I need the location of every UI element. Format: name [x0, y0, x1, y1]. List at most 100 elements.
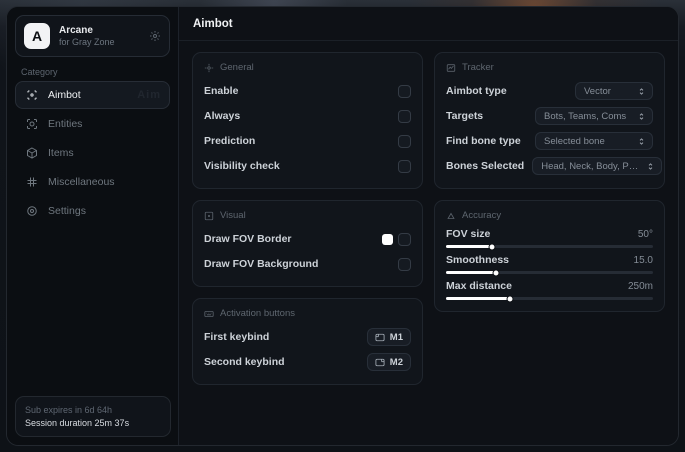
image-icon — [204, 211, 214, 221]
row-label: Draw FOV Border — [204, 233, 292, 245]
slider-label: FOV size — [446, 228, 491, 240]
row-label: Always — [204, 110, 241, 122]
fov-border-color-swatch[interactable] — [382, 233, 393, 245]
row-control — [398, 109, 411, 123]
always-checkbox[interactable] — [398, 109, 411, 123]
prediction-checkbox[interactable] — [398, 134, 411, 148]
row-label: Prediction — [204, 135, 256, 147]
tracker-card-title: Tracker — [462, 62, 494, 73]
slider-fill — [446, 245, 492, 248]
enable-checkbox[interactable] — [398, 84, 411, 98]
sidebar-item-miscellaneous[interactable]: Miscellaneous — [15, 168, 170, 196]
left-column: General Enable Always — [192, 52, 423, 385]
mouse-left-icon — [375, 333, 385, 342]
crosshair-icon — [204, 63, 214, 73]
tracker-icon — [446, 63, 456, 73]
sidebar-item-entities[interactable]: Entities — [15, 110, 170, 138]
slider-knob[interactable] — [506, 295, 514, 302]
page-title: Aimbot — [179, 7, 678, 41]
row-control — [398, 84, 411, 98]
targets-dropdown[interactable]: Bots, Teams, Coms — [535, 107, 653, 125]
activation-card-header: Activation buttons — [204, 308, 411, 319]
right-column: Tracker Aimbot type Vector — [434, 52, 665, 312]
row-label: Aimbot type — [446, 85, 507, 97]
row-control — [398, 134, 411, 148]
box-icon — [25, 147, 38, 159]
slider-fill — [446, 297, 511, 300]
slider-smoothness: Smoothness 15.0 — [446, 254, 653, 276]
aimbot-type-value: Vector — [584, 85, 611, 97]
visibility-check-checkbox[interactable] — [398, 159, 411, 173]
slider-label: Smoothness — [446, 254, 510, 266]
row-label: Second keybind — [204, 356, 285, 368]
activation-buttons-card: Activation buttons First keybind — [192, 298, 423, 385]
chevron-updown-icon — [637, 137, 646, 146]
row-label: Draw FOV Background — [204, 258, 319, 270]
bones-selected-dropdown[interactable]: Head, Neck, Body, Pe.. — [532, 157, 663, 175]
row-draw-fov-background: Draw FOV Background — [204, 253, 411, 275]
sidebar-item-items[interactable]: Items — [15, 139, 170, 167]
row-enable: Enable — [204, 80, 411, 102]
row-control — [382, 232, 411, 246]
brand-card[interactable]: A Arcane for Gray Zone — [15, 15, 170, 57]
slider-fill — [446, 271, 496, 274]
find-bone-type-dropdown[interactable]: Selected bone — [535, 132, 653, 150]
visual-card-title: Visual — [220, 210, 246, 221]
smoothness-slider[interactable] — [446, 269, 653, 276]
session-duration-text: Session duration 25m 37s — [25, 418, 130, 428]
visual-card: Visual Draw FOV Border Draw FOV Backgrou… — [192, 200, 423, 287]
first-keybind-button[interactable]: M1 — [366, 328, 411, 346]
brand-subtitle: for Gray Zone — [59, 37, 115, 48]
slider-max-distance: Max distance 250m — [446, 280, 653, 302]
chevron-updown-icon — [637, 87, 646, 96]
sliders-icon — [25, 176, 38, 188]
row-prediction: Prediction — [204, 130, 411, 152]
slider-value: 250m — [627, 281, 653, 292]
slider-value: 15.0 — [633, 255, 653, 266]
row-targets: Targets Bots, Teams, Coms — [446, 105, 653, 127]
row-control — [398, 257, 411, 271]
gear-icon — [25, 205, 38, 217]
accuracy-card-header: Accuracy — [446, 210, 653, 221]
row-label: Targets — [446, 110, 484, 122]
category-label: Category — [21, 67, 58, 77]
triangle-icon — [446, 211, 456, 221]
tracker-card-header: Tracker — [446, 62, 653, 73]
gear-icon[interactable] — [149, 30, 161, 42]
aimbot-type-dropdown[interactable]: Vector — [575, 82, 653, 100]
slider-fov-size: FOV size 50° — [446, 228, 653, 250]
brand-title: Arcane — [59, 24, 93, 36]
sidebar-item-label: Miscellaneous — [48, 176, 115, 188]
row-label: Enable — [204, 85, 239, 97]
slider-header: Max distance 250m — [446, 280, 653, 292]
main-panel: Aimbot General — [179, 7, 678, 445]
sidebar-watermark: Aim — [137, 89, 161, 101]
row-label: Find bone type — [446, 135, 521, 147]
accuracy-card: Accuracy FOV size 50° — [434, 200, 665, 312]
chevron-updown-icon — [637, 112, 646, 121]
max-distance-slider[interactable] — [446, 295, 653, 302]
general-card-header: General — [204, 62, 411, 73]
find-bone-type-value: Selected bone — [544, 135, 605, 147]
row-control — [398, 159, 411, 173]
activation-card-title: Activation buttons — [220, 308, 295, 319]
fov-size-slider[interactable] — [446, 243, 653, 250]
draw-fov-background-checkbox[interactable] — [398, 257, 411, 271]
slider-knob[interactable] — [492, 269, 500, 276]
sub-expiry-text: Sub expires in 6d 64h — [25, 405, 113, 415]
draw-fov-border-checkbox[interactable] — [398, 232, 411, 246]
slider-knob[interactable] — [488, 243, 496, 250]
settings-columns: General Enable Always — [179, 41, 678, 445]
row-label: First keybind — [204, 331, 270, 343]
second-keybind-value: M2 — [389, 356, 403, 368]
visual-card-header: Visual — [204, 210, 411, 221]
sidebar-item-aimbot[interactable]: Aimbot Aim — [15, 81, 170, 109]
slider-header: FOV size 50° — [446, 228, 653, 240]
sidebar-item-settings[interactable]: Settings — [15, 197, 170, 225]
chevron-updown-icon — [646, 162, 655, 171]
row-label: Visibility check — [204, 160, 280, 172]
second-keybind-button[interactable]: M2 — [366, 353, 411, 371]
slider-value: 50° — [637, 229, 653, 240]
general-card: General Enable Always — [192, 52, 423, 189]
row-second-keybind: Second keybind M2 — [204, 351, 411, 373]
